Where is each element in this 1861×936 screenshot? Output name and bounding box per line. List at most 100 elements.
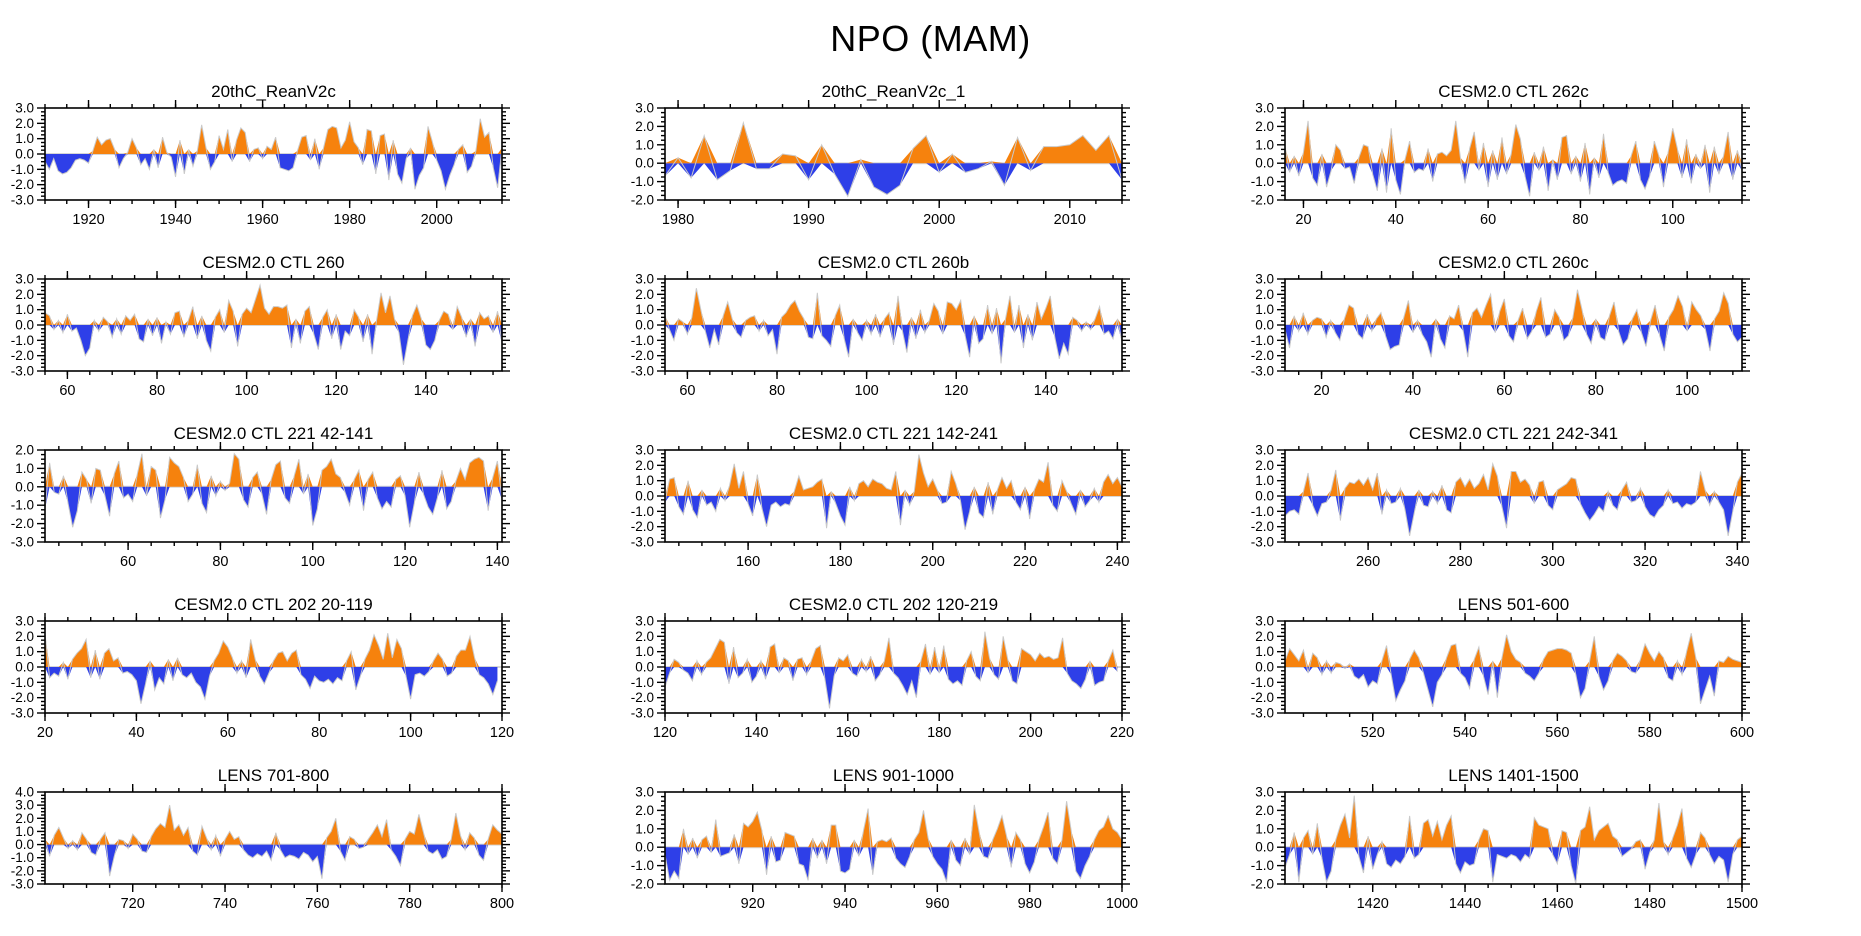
svg-text:2.0: 2.0 [1255,119,1274,134]
svg-text:-1.0: -1.0 [631,504,654,519]
svg-text:-1.0: -1.0 [11,675,34,690]
y-axis-labels: -3.0 -2.0 -1.0 0.0 1.0 2.0 [11,443,34,550]
series-outline [1284,461,1743,536]
y-axis-labels: -3.0-2.0-1.00.01.02.03.04.0 [11,785,34,892]
svg-text:0.0: 0.0 [15,660,34,675]
svg-text:-2.0: -2.0 [631,193,654,208]
svg-text:740: 740 [213,896,237,912]
plot-border [664,620,1123,714]
chart-panel: -3.0 -2.0 -1.0 0.0 1.0 2.0 3.0 120 140 160 180 200 2… [620,591,1240,762]
svg-text:80: 80 [1588,383,1604,399]
svg-text:3.0: 3.0 [635,614,654,629]
x-axis-labels: 60 80 100 120 140 [59,383,438,399]
svg-text:1.0: 1.0 [635,821,654,836]
area-negative [665,667,1118,709]
svg-text:60: 60 [220,725,236,741]
series-outline [664,120,1123,198]
svg-text:-2.0: -2.0 [11,516,34,531]
svg-text:-1.0: -1.0 [631,858,654,873]
svg-text:1.0: 1.0 [635,302,654,317]
svg-text:1.0: 1.0 [15,131,34,146]
svg-text:1000: 1000 [1106,896,1138,912]
plot-border [1284,449,1743,543]
plot-border [44,107,503,201]
svg-text:180: 180 [927,725,951,741]
svg-text:160: 160 [836,725,860,741]
svg-text:-2.0: -2.0 [1251,877,1274,892]
plot-svg: -3.0 -2.0 -1.0 0.0 1.0 2.0 60 80 100 120 140 CESM2.… [11,424,510,570]
svg-text:-2.0: -2.0 [631,348,654,363]
x-axis-labels: 60 80 100 120 140 [120,554,509,570]
svg-text:60: 60 [120,554,136,570]
svg-text:40: 40 [128,725,144,741]
svg-text:-1.0: -1.0 [11,162,34,177]
svg-text:-2.0: -2.0 [1251,348,1274,363]
svg-text:-3.0: -3.0 [1251,535,1274,550]
plot-svg: -3.0-2.0-1.00.01.02.03.020 40 60 80 100 120CE… [11,595,514,741]
y-axis-labels: -3.0-2.0-1.00.01.02.03.0 [631,272,654,379]
area-negative [45,844,502,879]
svg-text:80: 80 [311,725,327,741]
svg-text:1440: 1440 [1449,896,1481,912]
svg-text:-2.0: -2.0 [11,177,34,192]
svg-text:960: 960 [925,896,949,912]
svg-text:100: 100 [398,725,422,741]
svg-text:0.0: 0.0 [635,660,654,675]
chart-panel: -3.0 -2.0 -1.0 0.0 1.0 2.0 3.0 20 40 60 80 100 CESM2… [1240,249,1861,420]
svg-text:0.0: 0.0 [15,147,34,162]
svg-text:940: 940 [833,896,857,912]
svg-text:-1.0: -1.0 [11,498,34,513]
series-outline [664,631,1118,709]
svg-text:-1.0: -1.0 [11,850,34,865]
svg-text:3.0: 3.0 [15,101,34,116]
plot-svg: -3.0-2.0-1.00.01.02.03.0 520 540 560 580 600 L… [1251,595,1754,741]
svg-text:20: 20 [1295,212,1311,228]
page-title: NPO (MAM) [830,18,1031,59]
area-negative [665,496,1122,530]
svg-text:-2.0: -2.0 [1251,519,1274,534]
svg-text:1.0: 1.0 [15,302,34,317]
svg-text:2.0: 2.0 [1255,629,1274,644]
svg-text:80: 80 [1572,212,1588,228]
svg-text:1.0: 1.0 [1255,821,1274,836]
svg-text:-3.0: -3.0 [11,877,34,892]
svg-text:140: 140 [485,554,509,570]
svg-text:3.0: 3.0 [635,272,654,287]
svg-text:60: 60 [1496,383,1512,399]
series-outline [1284,120,1743,197]
y-axis-labels: -3.0-2.0-1.00.01.02.03.0 [1251,443,1274,550]
svg-text:1990: 1990 [792,212,824,228]
chart-panel: -3.0 -2.0 -1.0 0.0 1.0 2.0 3.0 60 80 100 120 140 CES… [0,249,620,420]
svg-text:4.0: 4.0 [15,785,34,800]
plot-area [1285,792,1742,884]
chart-panel: -3.0 -2.0 -1.0 0.0 1.0 2.0 3.0 1920 1940 1960 1980… [0,78,620,249]
area-negative [45,667,498,704]
axis-ticks [1277,784,1750,892]
svg-text:300: 300 [1541,554,1565,570]
svg-text:40: 40 [1405,383,1421,399]
panel-title: CESM2.0 CTL 221 242-341 [1409,424,1618,443]
plot-border [44,278,503,372]
svg-text:-2.0: -2.0 [1251,193,1274,208]
chart-panel: -2.0 -1.0 0.0 1.0 2.0 3.0 920 940 960 980 1000 LENS… [620,762,1240,933]
plot-border [664,278,1123,372]
svg-text:0.0: 0.0 [635,489,654,504]
panel-title: LENS 901-1000 [833,766,954,785]
x-axis-labels: 60 80 100 120 140 [679,383,1058,399]
svg-text:240: 240 [1105,554,1129,570]
svg-text:-2.0: -2.0 [11,863,34,878]
svg-text:1.0: 1.0 [635,644,654,659]
svg-text:1480: 1480 [1634,896,1666,912]
plot-svg: -2.0 -1.0 0.0 1.0 2.0 3.0 1420 1440 1460 1480 1500… [1251,766,1758,912]
chart-panel: -3.0 -2.0 -1.0 0.0 1.0 2.0 3.0 4.0 720 740 760 780 8… [0,762,620,933]
svg-text:-2.0: -2.0 [631,519,654,534]
panel-title: LENS 701-800 [218,766,330,785]
svg-text:-1.0: -1.0 [1251,174,1274,189]
series-outline [44,633,498,704]
svg-text:0.0: 0.0 [635,840,654,855]
svg-text:1.0: 1.0 [1255,302,1274,317]
x-axis-labels: 260 280 300 320 340 [1356,554,1749,570]
y-axis-labels: -2.0 -1.0 0.0 1.0 2.0 3.0 [1251,785,1274,892]
svg-text:0.0: 0.0 [15,318,34,333]
